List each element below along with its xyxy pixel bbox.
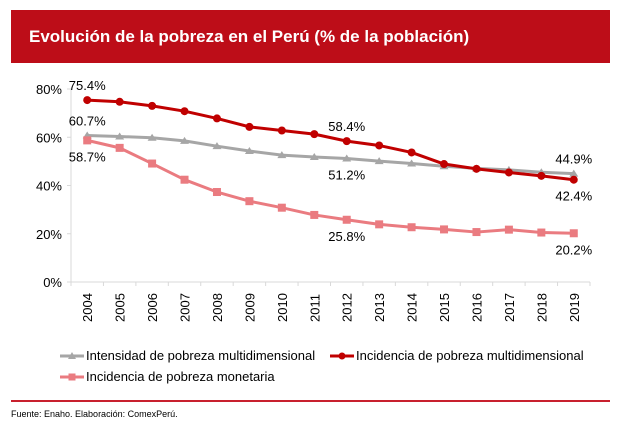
data-point <box>277 126 286 135</box>
legend-swatch-circle-icon <box>330 352 354 359</box>
data-point <box>115 132 125 140</box>
data-label: 25.8% <box>328 229 365 244</box>
source-note: Fuente: Enaho. Elaboración: ComexPerú. <box>11 409 178 419</box>
data-point <box>83 96 92 105</box>
data-point <box>569 175 578 184</box>
data-point <box>342 154 352 162</box>
data-point <box>407 159 417 167</box>
data-label: 51.2% <box>328 167 365 182</box>
data-label: 42.4% <box>555 189 592 204</box>
x-tick-label: 2012 <box>340 293 355 322</box>
data-point <box>407 223 416 232</box>
data-point <box>472 164 481 173</box>
data-point <box>310 210 319 219</box>
x-tick-label: 2004 <box>80 293 95 322</box>
legend-item-incidencia-monetaria: Incidencia de pobreza monetaria <box>60 369 275 384</box>
data-point <box>537 171 546 180</box>
data-label: 75.4% <box>69 78 106 93</box>
legend-item-intensidad: Intensidad de pobreza multidimensional <box>60 348 315 363</box>
series-line <box>86 138 574 235</box>
data-point <box>244 147 254 155</box>
series-line <box>87 134 574 176</box>
data-label: 20.2% <box>555 242 592 257</box>
data-point <box>374 157 384 165</box>
y-tick-label: 60% <box>36 130 62 145</box>
x-tick-label: 2010 <box>275 293 290 322</box>
data-point <box>309 153 319 161</box>
data-point <box>537 228 546 237</box>
data-point <box>115 143 124 152</box>
x-tick-label: 2008 <box>210 293 225 322</box>
data-point <box>440 160 449 169</box>
data-label: 44.9% <box>555 152 592 167</box>
data-point <box>245 122 254 131</box>
x-tick-label: 2016 <box>469 293 484 322</box>
data-point <box>212 142 222 150</box>
data-point <box>277 203 286 212</box>
data-point <box>212 114 221 123</box>
line-chart: 0% 20% 40% 60% 80% 2004 2005 2006 2007 2008 2009 20… <box>36 78 593 322</box>
x-tick-label: 2017 <box>502 293 517 322</box>
x-tick-label: 2009 <box>242 293 257 322</box>
data-point <box>180 136 190 144</box>
x-tick-label: 2019 <box>567 293 582 322</box>
data-point <box>212 188 221 197</box>
x-tick-label: 2005 <box>113 293 128 322</box>
legend-swatch-triangle-icon <box>60 351 84 359</box>
legend-label: Intensidad de pobreza multidimensional <box>86 348 316 363</box>
data-point <box>148 159 157 168</box>
title-bar: Evolución de la pobreza en el Perú (% de… <box>11 10 610 63</box>
x-tick-label: 2018 <box>534 293 549 322</box>
series-line <box>87 98 574 182</box>
legend-label: Incidencia de pobreza multidimensional <box>356 348 584 363</box>
data-point <box>342 137 351 146</box>
legend-label: Incidencia de pobreza monetaria <box>86 369 275 384</box>
data-point <box>245 197 254 206</box>
data-point <box>407 148 416 157</box>
y-tick-label: 20% <box>36 227 62 242</box>
x-tick-label: 2011 <box>307 294 322 322</box>
data-point <box>148 101 157 110</box>
data-point <box>180 175 189 184</box>
data-point <box>310 130 319 139</box>
data-point <box>277 151 287 159</box>
data-point <box>342 215 351 224</box>
y-tick-label: 80% <box>36 82 62 97</box>
data-label: 60.7% <box>69 114 106 129</box>
data-point <box>180 107 189 116</box>
data-point <box>83 136 92 145</box>
chart-title: Evolución de la pobreza en el Perú (% de… <box>29 27 470 46</box>
legend-swatch-square-icon <box>60 373 84 380</box>
x-tick-label: 2006 <box>145 293 160 322</box>
data-point <box>504 225 513 234</box>
data-point <box>569 229 578 238</box>
data-point <box>440 225 449 234</box>
data-point <box>147 133 157 141</box>
x-tick-label: 2015 <box>437 293 452 322</box>
data-point <box>569 169 579 177</box>
y-tick-label: 0% <box>43 275 62 290</box>
data-label: 58.7% <box>69 149 106 164</box>
data-point <box>504 168 513 177</box>
y-tick-label: 40% <box>36 179 62 194</box>
data-label: 58.4% <box>328 119 365 134</box>
data-point <box>375 141 384 150</box>
x-tick-label: 2014 <box>405 293 420 322</box>
bottom-divider <box>11 400 610 402</box>
x-tick-label: 2007 <box>178 293 193 322</box>
x-tick-label: 2013 <box>372 293 387 322</box>
legend-item-incidencia-multidimensional: Incidencia de pobreza multidimensional <box>330 348 584 363</box>
data-point <box>375 220 384 229</box>
data-point <box>115 97 124 106</box>
data-point <box>472 228 481 237</box>
